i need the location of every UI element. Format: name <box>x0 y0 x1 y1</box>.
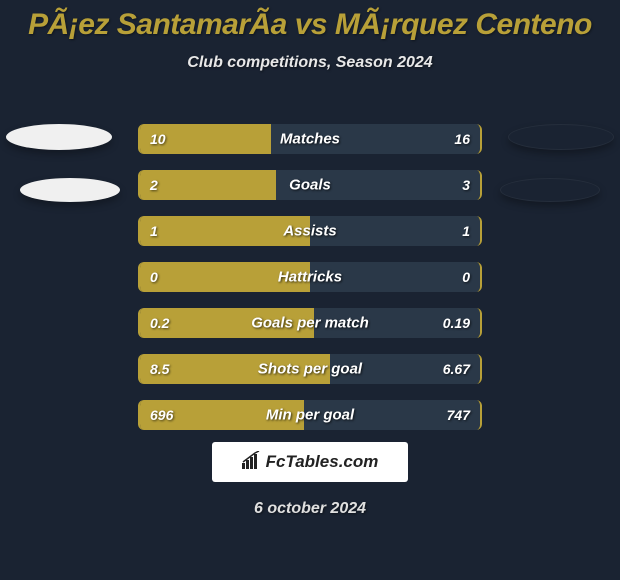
stat-value-right: 3 <box>462 177 470 193</box>
stat-value-right: 747 <box>447 407 470 423</box>
stat-label: Goals <box>289 177 331 194</box>
stats-bars: 10 Matches 16 2 Goals 3 1 Assists 1 0 Ha… <box>138 124 482 446</box>
stat-row-shots-per-goal: 8.5 Shots per goal 6.67 <box>138 354 482 384</box>
stat-value-right: 0 <box>462 269 470 285</box>
stat-label: Hattricks <box>278 269 342 286</box>
player-left-ellipse-1 <box>6 124 112 150</box>
stat-value-right: 16 <box>454 131 470 147</box>
stat-value-left: 696 <box>150 407 173 423</box>
stat-value-left: 0.2 <box>150 315 169 331</box>
logo-text: FcTables.com <box>266 452 379 472</box>
stat-label: Shots per goal <box>258 361 362 378</box>
player-right-ellipse-2 <box>500 178 600 202</box>
footer-date: 6 october 2024 <box>254 500 366 518</box>
stat-value-right: 0.19 <box>443 315 470 331</box>
stat-row-goals-per-match: 0.2 Goals per match 0.19 <box>138 308 482 338</box>
player-right-ellipse-1 <box>508 124 614 150</box>
stat-label: Assists <box>283 223 336 240</box>
stat-row-hattricks: 0 Hattricks 0 <box>138 262 482 292</box>
stat-value-right: 1 <box>462 223 470 239</box>
stat-value-left: 1 <box>150 223 158 239</box>
stat-value-left: 0 <box>150 269 158 285</box>
chart-icon <box>242 451 262 474</box>
stat-value-left: 8.5 <box>150 361 169 377</box>
bar-left <box>140 170 276 200</box>
comparison-infographic: PÃ¡ez SantamarÃ­a vs MÃ¡rquez Centeno Cl… <box>0 0 620 580</box>
page-title: PÃ¡ez SantamarÃ­a vs MÃ¡rquez Centeno <box>0 0 620 42</box>
stat-value-left: 10 <box>150 131 166 147</box>
stat-value-left: 2 <box>150 177 158 193</box>
stat-label: Goals per match <box>251 315 369 332</box>
page-subtitle: Club competitions, Season 2024 <box>0 54 620 72</box>
stat-row-min-per-goal: 696 Min per goal 747 <box>138 400 482 430</box>
stat-label: Matches <box>280 131 340 148</box>
stat-row-assists: 1 Assists 1 <box>138 216 482 246</box>
stat-row-matches: 10 Matches 16 <box>138 124 482 154</box>
player-left-ellipse-2 <box>20 178 120 202</box>
stat-label: Min per goal <box>266 407 354 424</box>
fctables-logo: FcTables.com <box>212 442 408 482</box>
stat-row-goals: 2 Goals 3 <box>138 170 482 200</box>
stat-value-right: 6.67 <box>443 361 470 377</box>
